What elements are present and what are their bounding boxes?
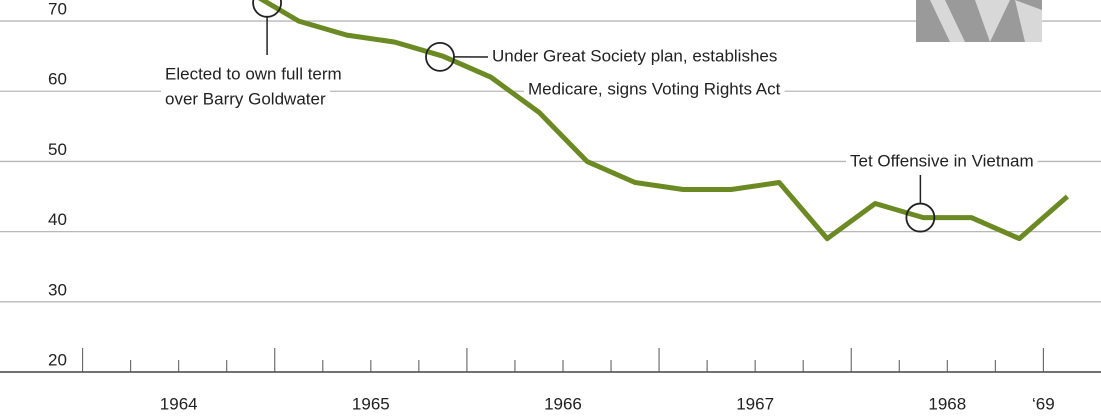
annotation-bg [846,151,1038,171]
y-tick-label: 20 [48,350,67,369]
x-tick-label: 1966 [544,394,582,413]
plot: Elected to own full term over Barry Goldw… [161,0,1070,242]
annotation-bg [488,46,782,66]
y-tick-label: 30 [48,280,67,299]
y-tick-label: 70 [48,0,67,19]
annotation-text: over Barry Goldwater [165,89,326,108]
y-tick-label: 60 [48,70,67,89]
annotation-text: Under Great Society plan, establishes [492,46,777,65]
y-tick-label: 40 [48,210,67,229]
annotation-bg [161,89,330,109]
annotation-marker [252,0,282,18]
x-tick-label: 1965 [352,394,390,413]
data-line [257,0,1070,242]
annotation-marker [425,41,455,72]
x-tick-label: 1968 [928,394,966,413]
y-tick-label: 50 [48,140,67,159]
x-tick-label: ‘69 [1032,394,1055,413]
annotation-bg [161,64,346,84]
annotation-bg [524,79,785,99]
x-tick-label: 1967 [736,394,774,413]
portrait [916,0,1042,42]
x-tick-label: 1964 [160,394,198,413]
annotation-text: Medicare, signs Voting Rights Act [528,79,781,98]
annotation-text: Elected to own full term [165,64,342,83]
portrait-detail [930,0,1042,42]
annotation-marker [905,202,936,233]
annotation-text: Tet Offensive in Vietnam [850,151,1034,170]
